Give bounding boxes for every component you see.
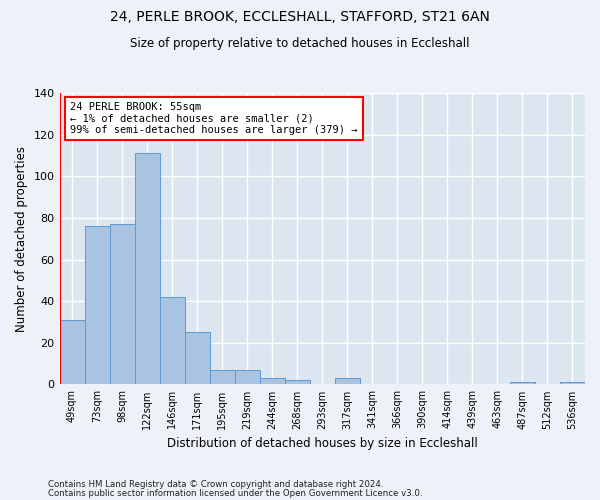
Bar (160, 297, 185, 384)
Y-axis label: Number of detached properties: Number of detached properties (15, 146, 28, 332)
Bar (285, 380, 310, 384)
Text: Contains HM Land Registry data © Crown copyright and database right 2024.: Contains HM Land Registry data © Crown c… (48, 480, 383, 489)
Text: 24 PERLE BROOK: 55sqm
← 1% of detached houses are smaller (2)
99% of semi-detach: 24 PERLE BROOK: 55sqm ← 1% of detached h… (70, 102, 358, 135)
Text: Contains public sector information licensed under the Open Government Licence v3: Contains public sector information licen… (48, 488, 422, 498)
Bar (110, 224, 134, 384)
Bar (510, 382, 535, 384)
Text: 24, PERLE BROOK, ECCLESHALL, STAFFORD, ST21 6AN: 24, PERLE BROOK, ECCLESHALL, STAFFORD, S… (110, 10, 490, 24)
Bar (59, 320, 85, 384)
Bar (209, 370, 235, 384)
Bar (134, 154, 160, 384)
Bar (85, 226, 110, 384)
Text: Size of property relative to detached houses in Eccleshall: Size of property relative to detached ho… (130, 38, 470, 51)
Bar (260, 378, 285, 384)
Bar (235, 370, 260, 384)
Bar (335, 378, 360, 384)
Bar (185, 332, 209, 384)
Bar (560, 382, 585, 384)
X-axis label: Distribution of detached houses by size in Eccleshall: Distribution of detached houses by size … (167, 437, 478, 450)
